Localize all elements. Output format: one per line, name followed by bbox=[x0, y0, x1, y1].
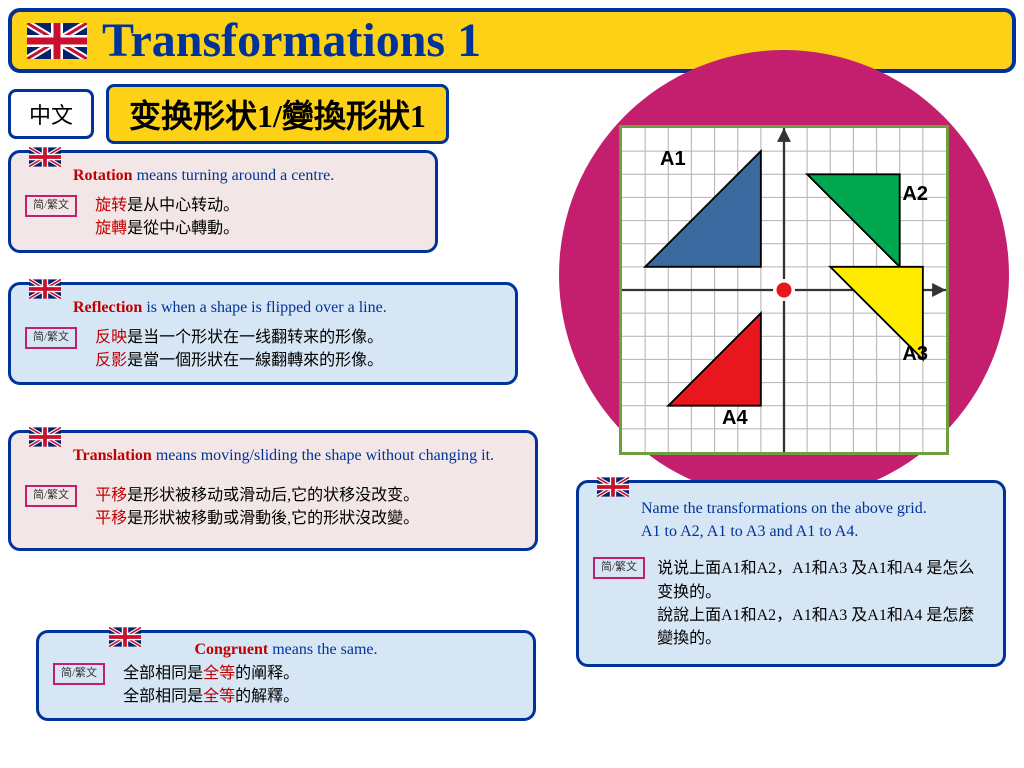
def-congruent: Congruent means the same. 简/繁文 全部相同是全等的阐… bbox=[36, 630, 536, 721]
cn-badge: 简/繁文 bbox=[25, 327, 77, 348]
def-rotation-cn2: 旋轉是從中心轉動。 bbox=[95, 218, 239, 240]
def-congruent-cn1: 全部相同是全等的阐释。 bbox=[123, 663, 299, 685]
page-title: Transformations 1 bbox=[102, 13, 481, 68]
def-rotation-en: Rotation means turning around a centre. bbox=[73, 165, 421, 187]
def-reflection-en: Reflection is when a shape is flipped ov… bbox=[73, 297, 501, 319]
label-a3: A3 bbox=[902, 343, 928, 366]
def-reflection-cn1: 反映是当一个形状在一线翻转来的形像。 bbox=[95, 327, 383, 349]
grid-diagram: A1 A2 A3 A4 bbox=[619, 125, 949, 455]
uk-flag-icon bbox=[109, 627, 141, 647]
def-translation-cn1: 平移是形状被移动或滑动后,它的状移没改变。 bbox=[95, 485, 419, 507]
task-en: Name the transformations on the above gr… bbox=[641, 497, 989, 543]
cn-title: 变换形状1/變換形狀1 bbox=[106, 84, 449, 144]
def-reflection-cn2: 反影是當一個形狀在一線翻轉來的形像。 bbox=[95, 350, 383, 372]
diagram-circle: A1 A2 A3 A4 bbox=[559, 50, 1009, 500]
lang-badge: 中文 bbox=[8, 89, 94, 139]
def-translation: Translation means moving/sliding the sha… bbox=[8, 430, 538, 551]
label-a2: A2 bbox=[902, 183, 928, 206]
cn-badge: 简/繁文 bbox=[593, 557, 645, 579]
def-reflection: Reflection is when a shape is flipped ov… bbox=[8, 282, 518, 385]
task-cn1: 说说上面A1和A2，A1和A3 及A1和A4 是怎么变换的。 bbox=[657, 557, 987, 603]
def-rotation-cn1: 旋转是从中心转动。 bbox=[95, 195, 239, 217]
uk-flag-icon bbox=[29, 147, 61, 167]
def-rotation: Rotation means turning around a centre. … bbox=[8, 150, 438, 253]
label-a1: A1 bbox=[660, 148, 686, 171]
subtitle-row: 中文 变换形状1/變換形狀1 bbox=[8, 84, 449, 144]
uk-flag-icon bbox=[597, 477, 629, 497]
def-translation-cn2: 平移是形狀被移動或滑動後,它的形狀沒改變。 bbox=[95, 508, 419, 530]
uk-flag-icon bbox=[29, 427, 61, 447]
task-cn2: 說說上面A1和A2，A1和A3 及A1和A4 是怎麼變換的。 bbox=[657, 604, 987, 650]
def-translation-en: Translation means moving/sliding the sha… bbox=[73, 445, 521, 467]
cn-badge: 简/繁文 bbox=[25, 485, 77, 506]
origin-dot bbox=[775, 281, 794, 300]
uk-flag-icon bbox=[29, 279, 61, 299]
cn-badge: 简/繁文 bbox=[25, 195, 77, 216]
cn-badge: 简/繁文 bbox=[53, 663, 105, 684]
task-box: Name the transformations on the above gr… bbox=[576, 480, 1006, 667]
def-congruent-cn2: 全部相同是全等的解釋。 bbox=[123, 686, 299, 708]
grid-svg bbox=[622, 128, 946, 452]
title-bar: Transformations 1 bbox=[8, 8, 1016, 73]
label-a4: A4 bbox=[722, 407, 748, 430]
uk-flag-icon bbox=[27, 23, 87, 59]
